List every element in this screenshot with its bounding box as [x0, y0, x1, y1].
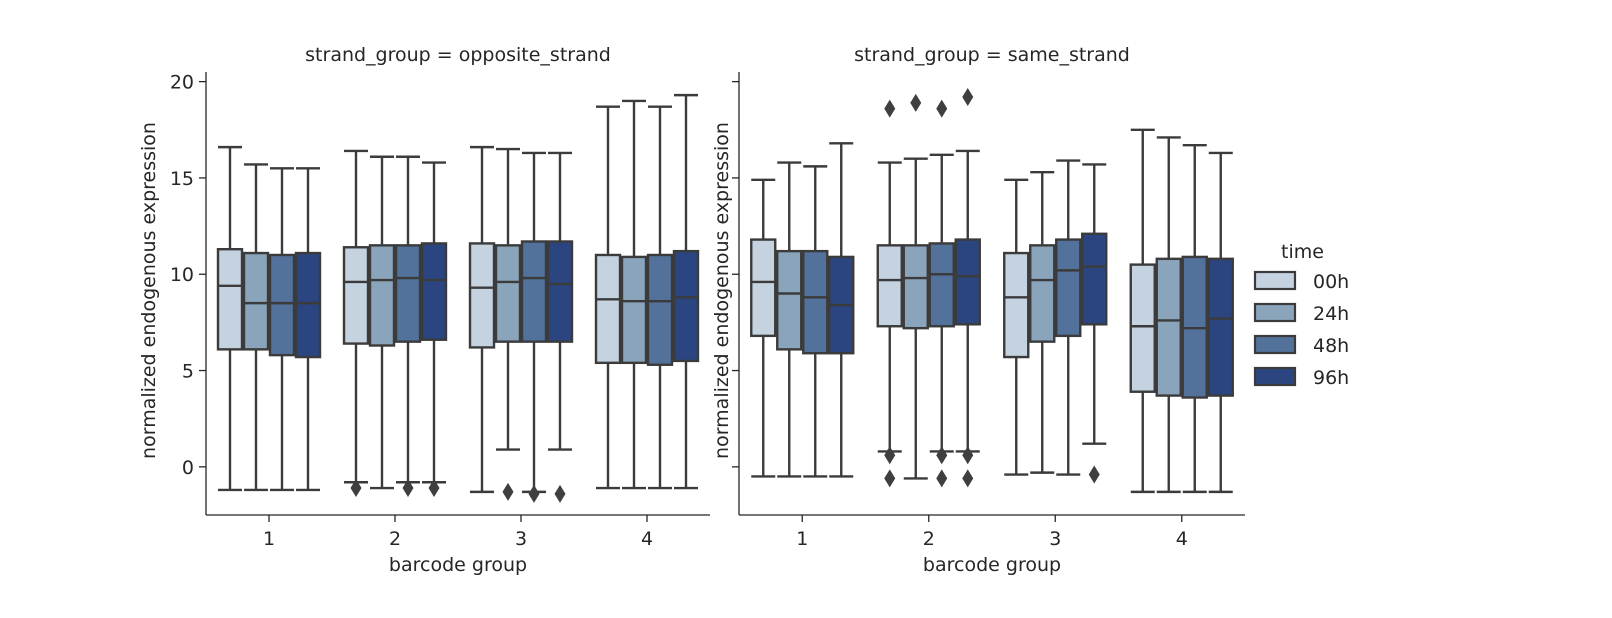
- box-iqr: [268, 253, 296, 357]
- y-tick-label: 5: [182, 361, 194, 383]
- legend-swatch: [1253, 334, 1297, 355]
- box-outlier: [962, 469, 974, 488]
- box-iqr: [1081, 232, 1108, 326]
- box-iqr: [394, 244, 422, 343]
- box-iqr: [242, 251, 270, 351]
- y-tick-label: 20: [170, 72, 194, 94]
- y-axis-label: normalized endogenous expression: [138, 122, 160, 459]
- box-outlier: [936, 469, 948, 488]
- x-tick-label: 4: [641, 528, 653, 550]
- box-outlier: [910, 93, 922, 112]
- box-outlier: [554, 484, 566, 503]
- box-outlier: [428, 479, 440, 498]
- y-tick-label: 0: [182, 457, 194, 479]
- box-outlier: [962, 446, 974, 465]
- panel-title: strand_group = same_strand: [854, 44, 1130, 66]
- box-outlier: [350, 479, 362, 498]
- box-outlier: [1088, 465, 1100, 484]
- box-iqr: [342, 246, 370, 345]
- legend-swatch: [1253, 366, 1297, 387]
- box-iqr: [646, 253, 674, 366]
- x-tick-label: 3: [515, 528, 527, 550]
- box-outlier: [884, 469, 896, 488]
- legend-swatch: [1253, 302, 1297, 323]
- box-iqr: [594, 253, 622, 365]
- box-outlier: [528, 484, 540, 503]
- box-iqr: [876, 244, 903, 328]
- box-outlier: [962, 88, 974, 107]
- box-outlier: [402, 479, 414, 498]
- box-iqr: [420, 242, 448, 341]
- x-axis-label: barcode group: [389, 554, 527, 576]
- y-tick-label: 15: [170, 168, 194, 190]
- x-tick-label: 4: [1176, 528, 1188, 550]
- box-outlier: [884, 99, 896, 118]
- x-axis-label: barcode group: [923, 554, 1061, 576]
- box-outlier: [936, 99, 948, 118]
- x-tick-label: 2: [923, 528, 935, 550]
- box-iqr: [776, 249, 803, 351]
- box-iqr: [368, 244, 396, 347]
- legend-title: time: [1281, 241, 1324, 263]
- box-outlier: [884, 446, 896, 465]
- box-iqr: [1129, 263, 1156, 393]
- x-tick-label: 3: [1049, 528, 1061, 550]
- box-iqr: [1207, 257, 1234, 397]
- box-iqr: [468, 242, 496, 349]
- legend-label: 24h: [1313, 303, 1349, 325]
- panel-title: strand_group = opposite_strand: [305, 44, 611, 66]
- box-iqr: [902, 244, 929, 330]
- legend-label: 96h: [1313, 367, 1349, 389]
- legend-swatch: [1253, 270, 1297, 291]
- box-iqr: [1055, 238, 1082, 338]
- box-iqr: [802, 249, 829, 355]
- box-iqr: [520, 240, 548, 343]
- legend-label: 00h: [1313, 271, 1349, 293]
- box-iqr: [928, 242, 955, 328]
- x-tick-label: 2: [389, 528, 401, 550]
- y-tick-label: 10: [170, 264, 194, 286]
- y-axis-label: normalized endogenous expression: [711, 122, 733, 459]
- legend-label: 48h: [1313, 335, 1349, 357]
- box-iqr: [1155, 257, 1182, 397]
- box-iqr: [294, 251, 322, 359]
- box-iqr: [216, 247, 244, 351]
- box-outlier: [936, 446, 948, 465]
- box-iqr: [546, 240, 574, 343]
- box-iqr: [750, 238, 777, 338]
- box-iqr: [954, 238, 981, 326]
- box-iqr: [494, 244, 522, 343]
- box-iqr: [620, 255, 648, 365]
- box-iqr: [1029, 244, 1056, 343]
- box-iqr: [672, 249, 700, 363]
- box-iqr: [1003, 251, 1030, 359]
- box-outlier: [502, 482, 514, 501]
- x-tick-label: 1: [263, 528, 275, 550]
- x-tick-label: 1: [796, 528, 808, 550]
